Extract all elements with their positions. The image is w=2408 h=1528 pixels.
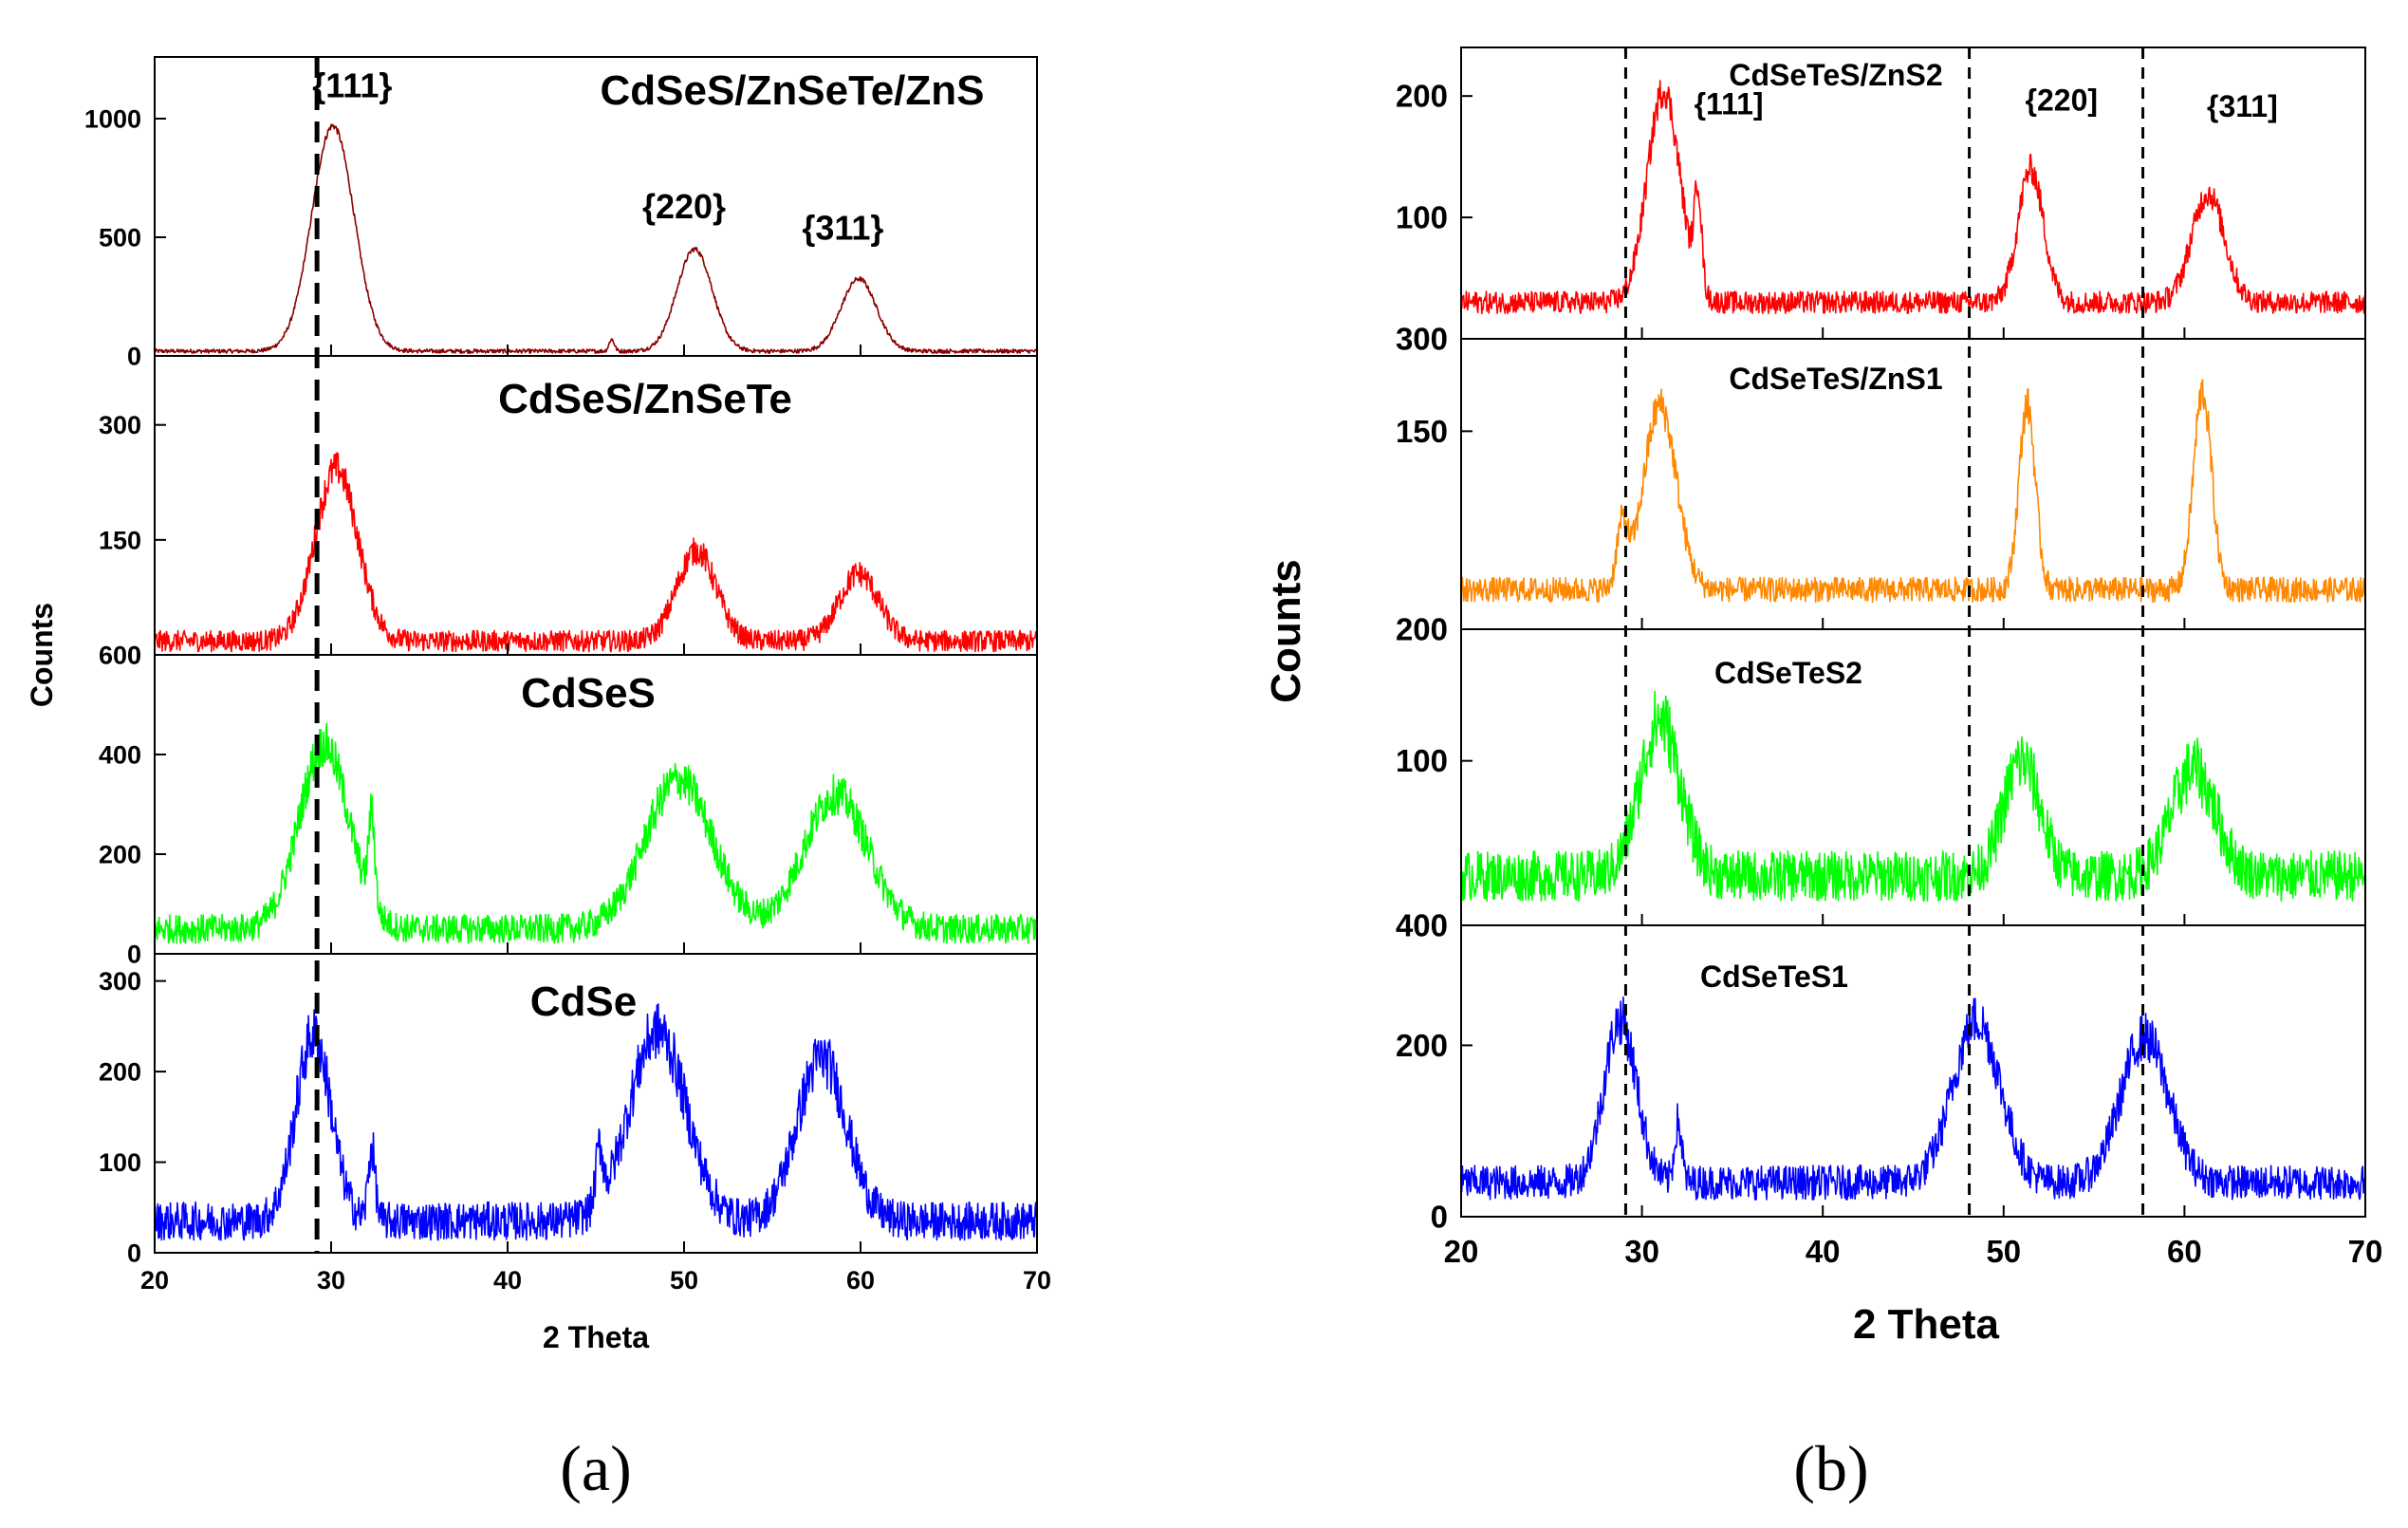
sample-label: CdSeTeS2 [1714, 656, 1862, 690]
y-tick-label: 200 [1396, 1028, 1448, 1063]
y-tick-label: 400 [99, 740, 141, 769]
subplot-cdses: 0 200 400 600 CdSeS [99, 641, 1038, 968]
x-tick-label: 20 [140, 1266, 169, 1295]
y-tick-label: 300 [99, 411, 141, 439]
y-tick-label: 0 [127, 1239, 141, 1267]
series-line [154, 123, 1038, 354]
peak-label: {220] [2026, 84, 2099, 118]
series-line [1460, 379, 2366, 604]
series-line [1460, 80, 2366, 315]
sample-label: CdSe [530, 978, 637, 1025]
peak-label: {311] [2207, 89, 2278, 123]
y-tick-label: 0 [127, 940, 141, 968]
peak-label: {220} [642, 187, 726, 226]
subplot-cdse: 0 100 200 300 CdSe [99, 953, 1038, 1267]
y-tick-label: 400 [1396, 908, 1448, 943]
subplot-cdsetes-zns2: 300 100 200 CdSeTeS/ZnS2 [1396, 47, 2366, 357]
y-tick-label: 100 [99, 1148, 141, 1177]
subplot-cdses-znsete: 0 150 300 CdSeS/ZnSeTe [99, 355, 1038, 669]
x-tick-label: 30 [317, 1266, 345, 1295]
sample-label: CdSeS/ZnSeTe/ZnS [600, 67, 984, 114]
y-tick-label: 1000 [84, 104, 141, 133]
x-tick-label: 30 [1624, 1234, 1659, 1269]
subplot-cdsetes-zns1: 200 150 CdSeTeS/ZnS1 [1396, 338, 2366, 647]
y-tick-label: 0 [127, 641, 141, 669]
series-line [154, 452, 1038, 653]
subplot-cdsetes1: 0 200 CdSeTeS1 [1396, 924, 2366, 1235]
y-axis-title: Counts [1263, 559, 1309, 703]
x-tick-label: 50 [1986, 1234, 2021, 1269]
peak-label: {111} [312, 66, 392, 105]
y-tick-label: 0 [127, 342, 141, 370]
panel-a: 05001000CdSeS/ZnSeTe/ZnS0150300CdSeS/ZnS… [25, 56, 1051, 1504]
subplot-frame [1460, 924, 2366, 1218]
y-tick-label: 600 [99, 641, 141, 669]
x-tick-label: 70 [1023, 1266, 1051, 1295]
x-tick-label: 60 [846, 1266, 875, 1295]
series-line [1460, 996, 2366, 1201]
x-axis-title: 2 Theta [1853, 1301, 2000, 1348]
x-tick-label: 40 [1806, 1234, 1841, 1269]
subplot-cdsetes2: 400 100 CdSeTeS2 [1396, 628, 2366, 943]
x-tick-label: 20 [1444, 1234, 1479, 1269]
y-tick-label: 200 [1396, 612, 1448, 647]
sample-label: CdSeTeS/ZnS1 [1729, 362, 1942, 396]
y-tick-label: 200 [1396, 79, 1448, 114]
sample-label: CdSeTeS/ZnS2 [1729, 58, 1942, 92]
y-tick-label: 200 [99, 1058, 141, 1087]
x-tick-label: 50 [670, 1266, 698, 1295]
sample-label: CdSeS/ZnSeTe [498, 376, 792, 422]
peak-label: {311} [802, 209, 883, 248]
series-line [154, 722, 1038, 944]
panel-b: 300100200CdSeTeS/ZnS2200150CdSeTeS/ZnS14… [1263, 47, 2382, 1504]
y-tick-label: 0 [1431, 1200, 1448, 1235]
x-tick-label: 70 [2348, 1234, 2383, 1269]
series-line [154, 1003, 1038, 1241]
x-tick-label: 40 [493, 1266, 522, 1295]
y-tick-label: 300 [1396, 322, 1448, 357]
sample-label: CdSeS [521, 670, 656, 717]
panel-label: (a) [560, 1432, 631, 1504]
y-tick-label: 150 [1396, 414, 1448, 449]
y-tick-label: 100 [1396, 200, 1448, 235]
sample-label: CdSeTeS1 [1700, 960, 1848, 994]
y-tick-label: 200 [99, 840, 141, 868]
y-axis-title: Counts [25, 603, 59, 707]
y-tick-label: 500 [99, 223, 141, 252]
peak-label: {111] [1695, 86, 1764, 121]
x-tick-label: 60 [2167, 1234, 2202, 1269]
series-line [1460, 690, 2366, 903]
y-tick-label: 300 [99, 967, 141, 996]
panel-label: (b) [1793, 1432, 1868, 1504]
subplot-frame [154, 953, 1038, 1254]
x-axis-title: 2 Theta [543, 1320, 649, 1354]
y-tick-label: 100 [1396, 743, 1448, 778]
subplot-cdses-znsete-zns: 0 500 1000 CdSeS/ZnSeTe/ZnS [84, 56, 1038, 370]
y-tick-label: 150 [99, 526, 141, 554]
